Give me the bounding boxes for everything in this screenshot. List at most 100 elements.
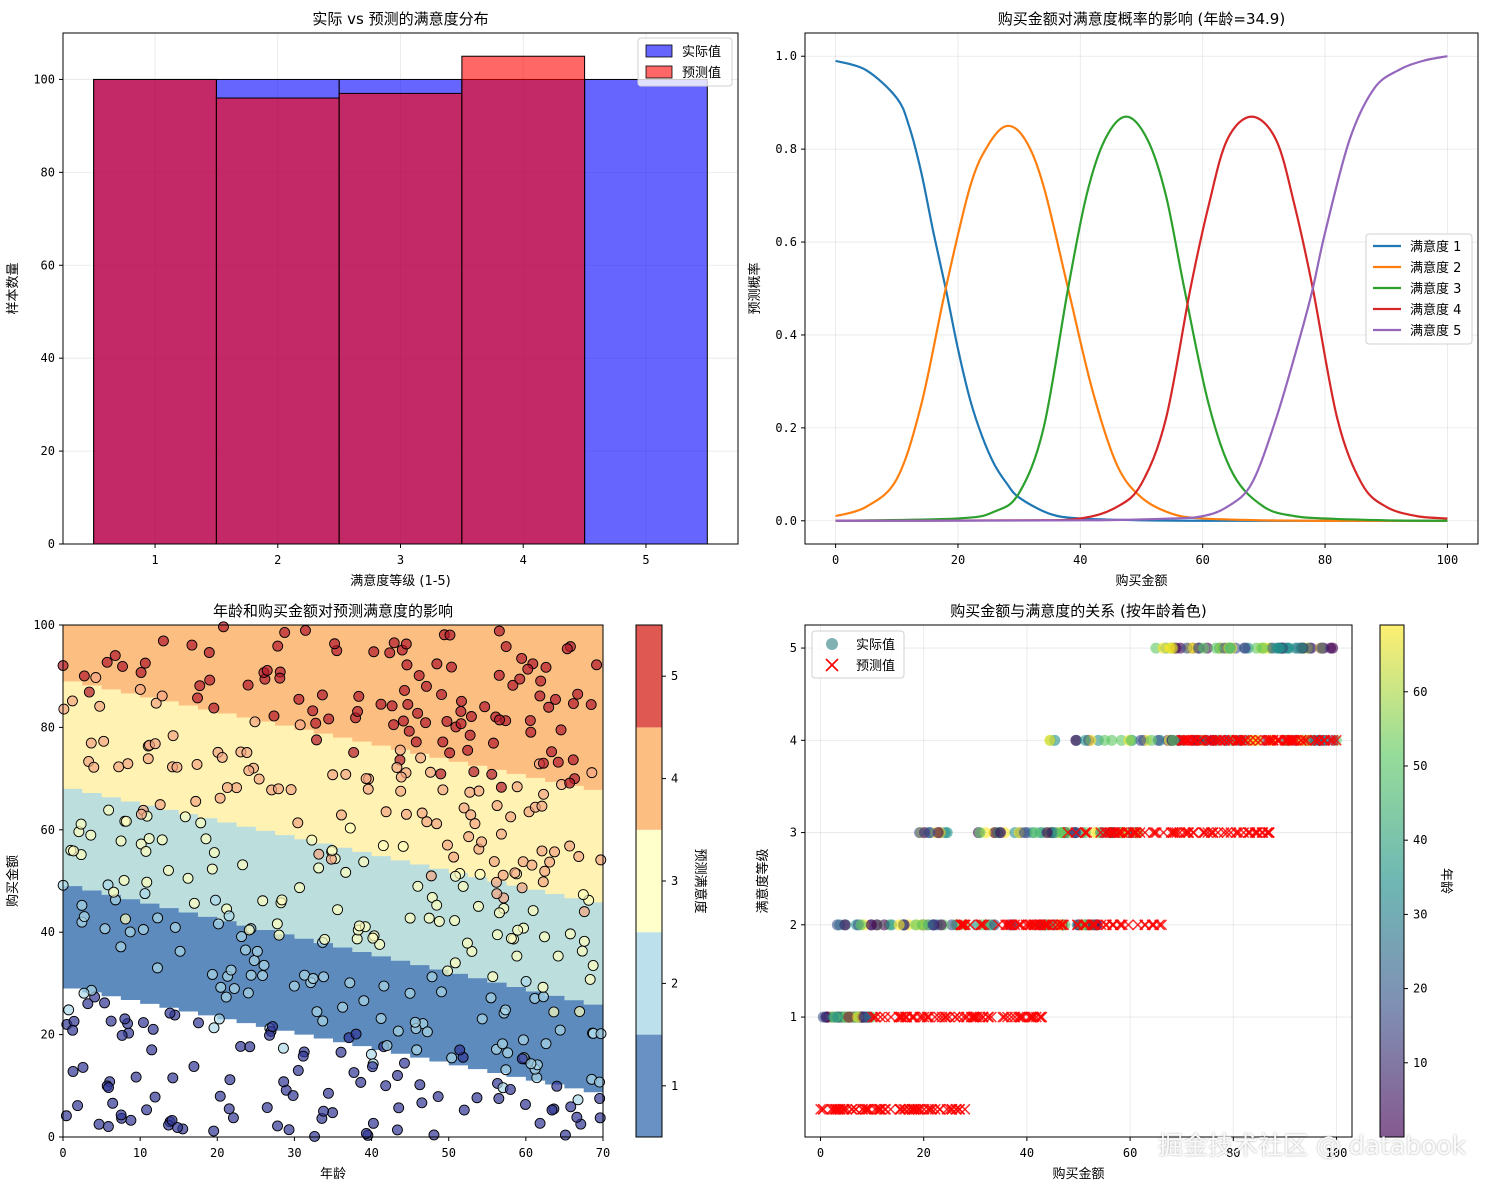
data-point [141,876,153,888]
actual-point [1327,642,1339,654]
actual-point [1099,734,1111,746]
data-point [208,847,220,859]
data-point [101,656,113,668]
data-point [242,987,254,999]
data-point [292,1065,304,1076]
data-point [310,717,322,729]
predicted-point [1043,919,1055,931]
data-point [367,932,379,944]
axes-frame [62,624,604,1138]
predicted-marker-stroke [1262,734,1274,746]
data-point [215,981,227,993]
x-tick-label: 3 [397,553,404,567]
data-point [500,1064,512,1076]
predicted-point [1036,1011,1048,1023]
predicted-marker-stroke [929,1103,941,1115]
data-point [457,880,469,892]
data-point [465,711,477,722]
actual-point [946,919,958,931]
predicted-point [985,1011,997,1023]
predicted-marker-stroke [1149,827,1161,839]
predicted-point [1114,919,1127,931]
watermark-text: 掘金技术社区 @ databook [1158,1131,1467,1160]
data-point [272,1120,283,1132]
y-tick-label: 0 [48,1130,55,1144]
y-tick-label: 1 [790,1010,797,1024]
data-point [520,975,532,987]
data-point [149,738,161,750]
data-point [214,792,226,804]
predicted-point [964,919,976,931]
predicted-point [1148,919,1160,931]
y-tick-label: 80 [41,720,55,734]
axes-frame [804,624,1353,1138]
data-point [431,658,443,670]
data-point [167,730,179,742]
predicted-marker-stroke [885,1011,897,1023]
predicted-marker-stroke [895,1011,907,1023]
data-point [573,851,585,862]
predicted-point [959,1103,971,1115]
data-point [576,945,588,957]
data-point [208,702,220,714]
actual-point [1198,642,1210,654]
predicted-point [1079,827,1091,839]
data-point [446,661,457,673]
predicted-point [1177,734,1189,746]
data-point [355,1076,367,1088]
data-point [353,920,365,932]
predicted-point [1240,734,1252,746]
data-point [393,1102,405,1114]
data-point [166,1114,178,1126]
predicted-marker-stroke [933,1011,945,1023]
actual-point [1029,827,1041,839]
data-point [449,957,461,969]
data-point [348,1067,360,1078]
chart-title: 购买金额对满意度概率的影响 (年龄=34.9) [998,10,1285,28]
x-tick-label: 2 [274,553,281,567]
data-point [276,894,288,906]
data-point [511,950,523,962]
predicted-point [893,1011,905,1023]
data-point [416,807,428,819]
data-point [384,647,396,659]
data-point [82,998,94,1010]
data-point [444,747,456,759]
predicted-marker-stroke [815,1103,827,1115]
data-point [493,669,505,681]
data-point [391,1124,403,1136]
predicted-marker-stroke [1014,1011,1026,1023]
predicted-marker-stroke [1202,827,1214,839]
predicted-point [895,1011,907,1023]
colorbar-tick-label: 50 [1413,759,1427,773]
predicted-point [918,1011,930,1023]
legend-swatch [645,44,673,58]
data-point [502,1047,514,1059]
predicted-point [1209,734,1221,746]
data-point [504,1084,516,1095]
data-point [360,1128,372,1139]
colorbar-tick-label: 1 [671,1079,678,1093]
data-point [377,840,389,852]
data-point [517,1034,529,1046]
predicted-point [1287,734,1299,746]
data-point [313,848,325,860]
data-point [134,684,146,695]
predicted-point [933,1011,945,1023]
predicted-marker-stroke [1240,734,1252,746]
data-point [251,945,263,957]
x-tick-label: 40 [1073,553,1087,567]
data-point [329,638,341,650]
y-tick-label: 1.0 [775,49,797,63]
chart-title: 年龄和购买金额对预测满意度的影响 [213,602,453,620]
y-tick-label: 5 [790,641,797,655]
data-point [99,997,111,1009]
data-point [479,701,491,713]
predicted-point [1188,827,1200,839]
predicted-marker-stroke [953,1011,965,1023]
predicted-point [1104,827,1116,839]
data-point [522,663,534,675]
data-point [540,1038,552,1050]
data-point [63,1004,75,1016]
data-point [409,1016,421,1028]
